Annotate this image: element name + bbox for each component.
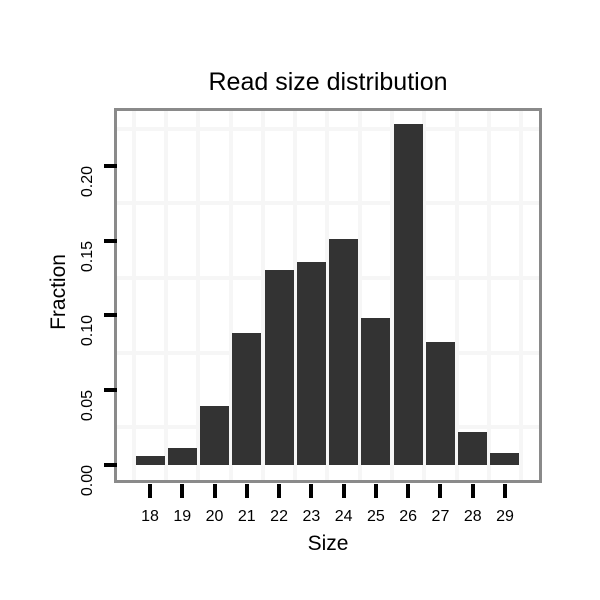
chart-title: Read size distribution xyxy=(208,68,448,96)
minor-gridline-horizontal xyxy=(117,201,539,206)
x-tick-label: 19 xyxy=(173,508,192,525)
y-tick-label: 0.15 xyxy=(79,240,96,272)
x-tick-label: 27 xyxy=(431,508,450,525)
bar-24 xyxy=(329,239,359,465)
x-tick-mark xyxy=(309,484,314,498)
bar-19 xyxy=(167,448,197,465)
minor-gridline-vertical xyxy=(131,111,136,480)
minor-gridline-vertical xyxy=(293,111,298,480)
y-tick-mark xyxy=(104,462,117,467)
y-tick-mark xyxy=(104,164,117,168)
y-tick-label: 0.20 xyxy=(79,166,96,198)
x-tick-label: 23 xyxy=(302,508,321,525)
y-axis-title: Fraction xyxy=(47,254,70,330)
x-tick-mark xyxy=(373,484,378,498)
bar-26 xyxy=(393,124,423,465)
bar-27 xyxy=(425,342,455,465)
bar-21 xyxy=(232,333,262,465)
x-tick-mark xyxy=(438,484,443,498)
x-tick-mark xyxy=(180,484,185,498)
x-tick-mark xyxy=(212,484,217,498)
x-axis-title: Size xyxy=(307,532,349,555)
x-tick-mark xyxy=(244,484,249,498)
minor-gridline-vertical xyxy=(486,111,491,480)
minor-gridline-vertical xyxy=(196,111,201,480)
plot-area xyxy=(117,111,539,480)
minor-gridline-vertical xyxy=(519,111,524,480)
bar-28 xyxy=(458,431,488,465)
x-tick-mark xyxy=(277,484,282,498)
y-tick-mark xyxy=(104,387,117,392)
bar-25 xyxy=(361,318,391,465)
y-tick-mark xyxy=(104,238,117,243)
y-tick-label: 0.05 xyxy=(79,389,96,422)
bar-29 xyxy=(490,452,520,465)
x-tick-label: 29 xyxy=(496,508,514,525)
minor-gridline-horizontal xyxy=(117,126,539,131)
minor-gridline-vertical xyxy=(228,111,233,480)
x-tick-label: 26 xyxy=(399,508,418,525)
bar-20 xyxy=(200,406,230,465)
y-tick-label: 0.10 xyxy=(79,315,96,347)
x-tick-mark xyxy=(148,484,152,498)
x-tick-label: 22 xyxy=(270,508,288,525)
x-tick-label: 28 xyxy=(463,508,482,525)
minor-gridline-horizontal xyxy=(117,425,539,430)
bar-22 xyxy=(264,270,294,465)
minor-gridline-vertical xyxy=(164,111,169,480)
minor-gridline-horizontal xyxy=(117,275,539,280)
minor-gridline-vertical xyxy=(325,111,330,480)
x-tick-label: 24 xyxy=(334,508,353,525)
minor-gridline-vertical xyxy=(454,111,459,480)
y-tick-mark xyxy=(104,313,117,318)
minor-gridline-vertical xyxy=(422,111,427,480)
bar-23 xyxy=(296,261,326,465)
bar-18 xyxy=(135,455,165,465)
x-tick-label: 20 xyxy=(205,508,224,525)
x-tick-mark xyxy=(470,484,475,498)
x-tick-label: 21 xyxy=(237,508,256,525)
minor-gridline-vertical xyxy=(390,111,395,480)
minor-gridline-horizontal xyxy=(117,350,539,355)
x-tick-mark xyxy=(502,484,507,498)
y-tick-label: 0.00 xyxy=(79,464,96,496)
x-tick-mark xyxy=(406,484,411,498)
minor-gridline-vertical xyxy=(357,111,362,480)
minor-gridline-vertical xyxy=(260,111,265,480)
x-tick-label: 18 xyxy=(141,508,159,525)
x-tick-label: 25 xyxy=(367,508,385,525)
x-tick-mark xyxy=(341,484,346,498)
